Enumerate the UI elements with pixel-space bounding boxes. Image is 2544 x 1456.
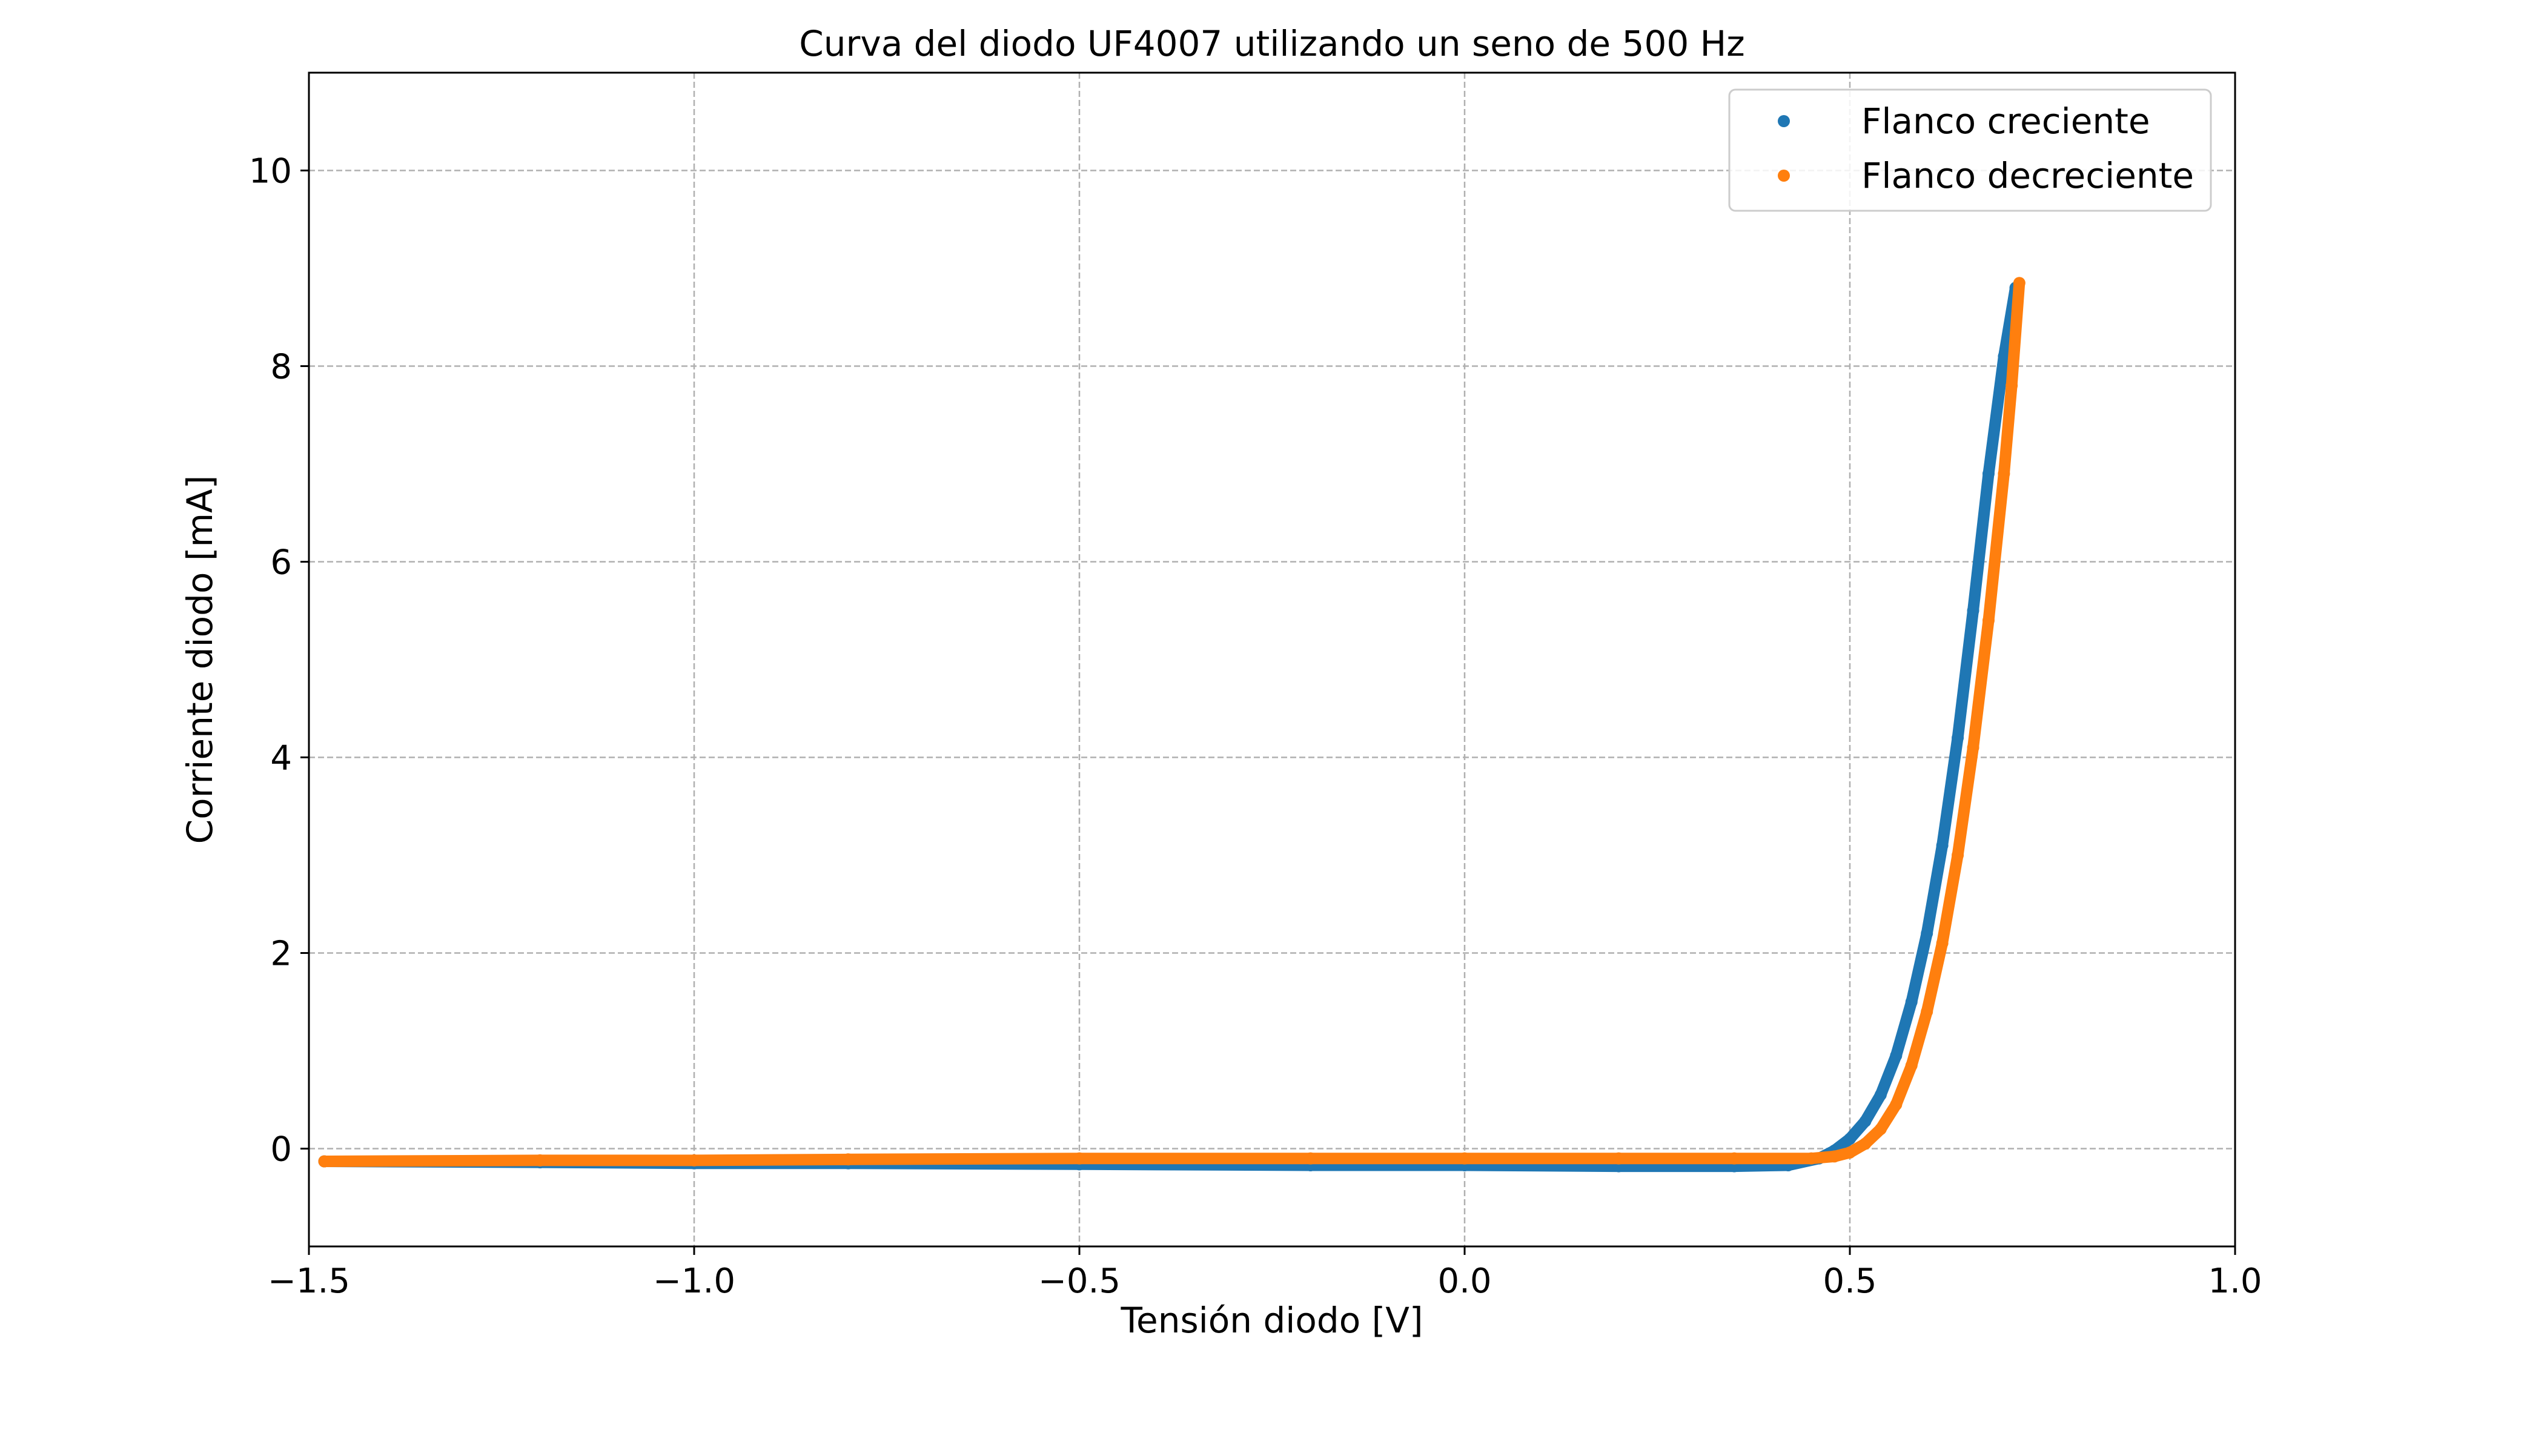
- data-point-series-2: [1728, 1152, 1741, 1165]
- y-tick-label: 2: [270, 935, 292, 974]
- data-point-series-2: [534, 1154, 546, 1166]
- legend-frame: [1728, 88, 2212, 212]
- data-layer: [318, 277, 2026, 1173]
- data-point-series-2: [1921, 1005, 1933, 1018]
- y-tick-label: 0: [270, 1130, 292, 1170]
- x-axis-label: Tensión diodo [V]: [1120, 1300, 1423, 1341]
- data-point-series-2: [318, 1155, 331, 1168]
- data-point-series-2: [1459, 1152, 1471, 1165]
- data-point-series-1: [1952, 732, 1964, 744]
- x-tick-label: −1.0: [653, 1262, 735, 1301]
- grid-layer: [309, 73, 2235, 1246]
- data-point-series-1: [1905, 996, 1918, 1008]
- data-point-series-2: [1844, 1146, 1856, 1159]
- data-point-series-2: [688, 1154, 700, 1166]
- data-point-series-2: [842, 1153, 855, 1166]
- data-point-series-2: [1952, 849, 1964, 861]
- legend-label-2: Flanco decreciente: [1861, 155, 2194, 196]
- data-point-series-2: [1859, 1137, 1872, 1150]
- data-point-series-1: [1967, 604, 1979, 617]
- x-tick-label: 1.0: [2208, 1262, 2262, 1301]
- data-point-series-2: [1998, 468, 2010, 480]
- data-point-series-2: [1828, 1150, 1841, 1163]
- data-point-series-1: [1844, 1133, 1856, 1145]
- data-point-series-1: [1998, 350, 2010, 363]
- x-tick-label: 0.5: [1823, 1262, 1877, 1301]
- data-point-series-1: [1890, 1050, 1903, 1062]
- y-tick-label: 8: [270, 348, 292, 387]
- data-point-series-2: [1936, 937, 1949, 950]
- data-point-series-2: [1073, 1152, 1085, 1165]
- data-point-series-2: [1612, 1152, 1625, 1165]
- y-tick-label: 10: [249, 152, 292, 191]
- series-line-1: [318, 282, 2021, 1173]
- data-point-series-2: [1304, 1152, 1317, 1165]
- data-point-series-2: [2013, 277, 2026, 290]
- x-tick-label: −0.5: [1038, 1262, 1121, 1301]
- data-point-series-2: [1890, 1098, 1903, 1111]
- data-point-series-1: [1936, 839, 1949, 852]
- data-point-series-1: [1859, 1115, 1872, 1128]
- series-line-2: [318, 277, 2026, 1167]
- legend: Flanco creciente Flanco decreciente: [1728, 88, 2212, 212]
- legend-label-1: Flanco creciente: [1861, 101, 2150, 142]
- tick-layer: −1.5 −1.0 −0.5 0.0 0.5 1.0 0 2 4 6 8 10: [249, 152, 2262, 1302]
- data-point-series-1: [1921, 927, 1933, 940]
- legend-marker-2: [1778, 170, 1790, 182]
- data-point-series-1: [1874, 1088, 1887, 1101]
- y-axis-label: Corriente diodo [mA]: [179, 475, 220, 844]
- data-point-series-2: [1967, 741, 1979, 754]
- x-tick-label: −1.5: [268, 1262, 350, 1301]
- plot-frame: [308, 71, 2236, 1248]
- data-point-series-2: [2006, 379, 2018, 392]
- y-tick-label: 6: [270, 543, 292, 583]
- data-point-series-2: [1874, 1123, 1887, 1136]
- data-point-series-1: [1982, 468, 1995, 480]
- chart-title: Curva del diodo UF4007 utilizando un sen…: [799, 23, 1744, 64]
- legend-marker-1: [1778, 115, 1790, 127]
- y-tick-label: 4: [270, 739, 292, 778]
- data-point-series-2: [1905, 1059, 1918, 1072]
- x-tick-label: 0.0: [1437, 1262, 1491, 1301]
- data-point-series-2: [1982, 614, 1995, 627]
- data-point-series-2: [1805, 1152, 1818, 1165]
